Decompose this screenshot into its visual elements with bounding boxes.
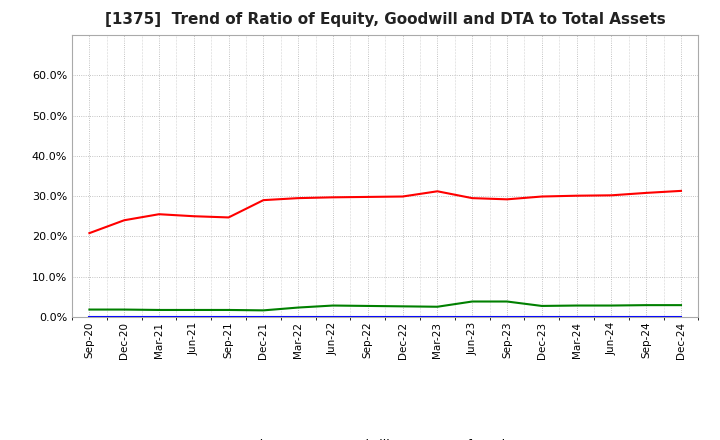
Deferred Tax Assets bbox=[607, 303, 616, 308]
Equity bbox=[120, 218, 129, 223]
Goodwill bbox=[398, 314, 407, 319]
Equity bbox=[607, 193, 616, 198]
Deferred Tax Assets bbox=[155, 307, 163, 312]
Goodwill bbox=[677, 314, 685, 319]
Equity bbox=[155, 212, 163, 217]
Goodwill bbox=[607, 314, 616, 319]
Deferred Tax Assets bbox=[225, 307, 233, 312]
Deferred Tax Assets bbox=[642, 302, 651, 308]
Line: Deferred Tax Assets: Deferred Tax Assets bbox=[89, 301, 681, 310]
Line: Equity: Equity bbox=[89, 191, 681, 233]
Goodwill bbox=[155, 314, 163, 319]
Goodwill bbox=[120, 314, 129, 319]
Goodwill bbox=[572, 314, 581, 319]
Equity bbox=[537, 194, 546, 199]
Deferred Tax Assets bbox=[433, 304, 442, 309]
Deferred Tax Assets bbox=[328, 303, 337, 308]
Goodwill bbox=[364, 314, 372, 319]
Legend: Equity, Goodwill, Deferred Tax Assets: Equity, Goodwill, Deferred Tax Assets bbox=[191, 434, 580, 440]
Equity bbox=[677, 188, 685, 194]
Deferred Tax Assets bbox=[677, 302, 685, 308]
Equity bbox=[433, 189, 442, 194]
Equity bbox=[259, 198, 268, 203]
Deferred Tax Assets bbox=[85, 307, 94, 312]
Deferred Tax Assets bbox=[294, 305, 302, 310]
Equity bbox=[85, 231, 94, 236]
Goodwill bbox=[433, 314, 442, 319]
Equity bbox=[294, 195, 302, 201]
Goodwill bbox=[537, 314, 546, 319]
Goodwill bbox=[189, 314, 198, 319]
Goodwill bbox=[328, 314, 337, 319]
Goodwill bbox=[225, 314, 233, 319]
Deferred Tax Assets bbox=[364, 303, 372, 308]
Equity bbox=[364, 194, 372, 200]
Deferred Tax Assets bbox=[572, 303, 581, 308]
Equity bbox=[642, 190, 651, 195]
Goodwill bbox=[642, 314, 651, 319]
Goodwill bbox=[294, 314, 302, 319]
Deferred Tax Assets bbox=[537, 303, 546, 308]
Deferred Tax Assets bbox=[468, 299, 477, 304]
Deferred Tax Assets bbox=[398, 304, 407, 309]
Deferred Tax Assets bbox=[503, 299, 511, 304]
Goodwill bbox=[468, 314, 477, 319]
Equity bbox=[328, 194, 337, 200]
Equity bbox=[468, 195, 477, 201]
Equity bbox=[503, 197, 511, 202]
Goodwill bbox=[503, 314, 511, 319]
Equity bbox=[189, 213, 198, 219]
Equity bbox=[398, 194, 407, 199]
Equity bbox=[572, 193, 581, 198]
Title: [1375]  Trend of Ratio of Equity, Goodwill and DTA to Total Assets: [1375] Trend of Ratio of Equity, Goodwil… bbox=[105, 12, 665, 27]
Goodwill bbox=[85, 314, 94, 319]
Deferred Tax Assets bbox=[189, 307, 198, 312]
Goodwill bbox=[259, 314, 268, 319]
Deferred Tax Assets bbox=[259, 308, 268, 313]
Equity bbox=[225, 215, 233, 220]
Deferred Tax Assets bbox=[120, 307, 129, 312]
